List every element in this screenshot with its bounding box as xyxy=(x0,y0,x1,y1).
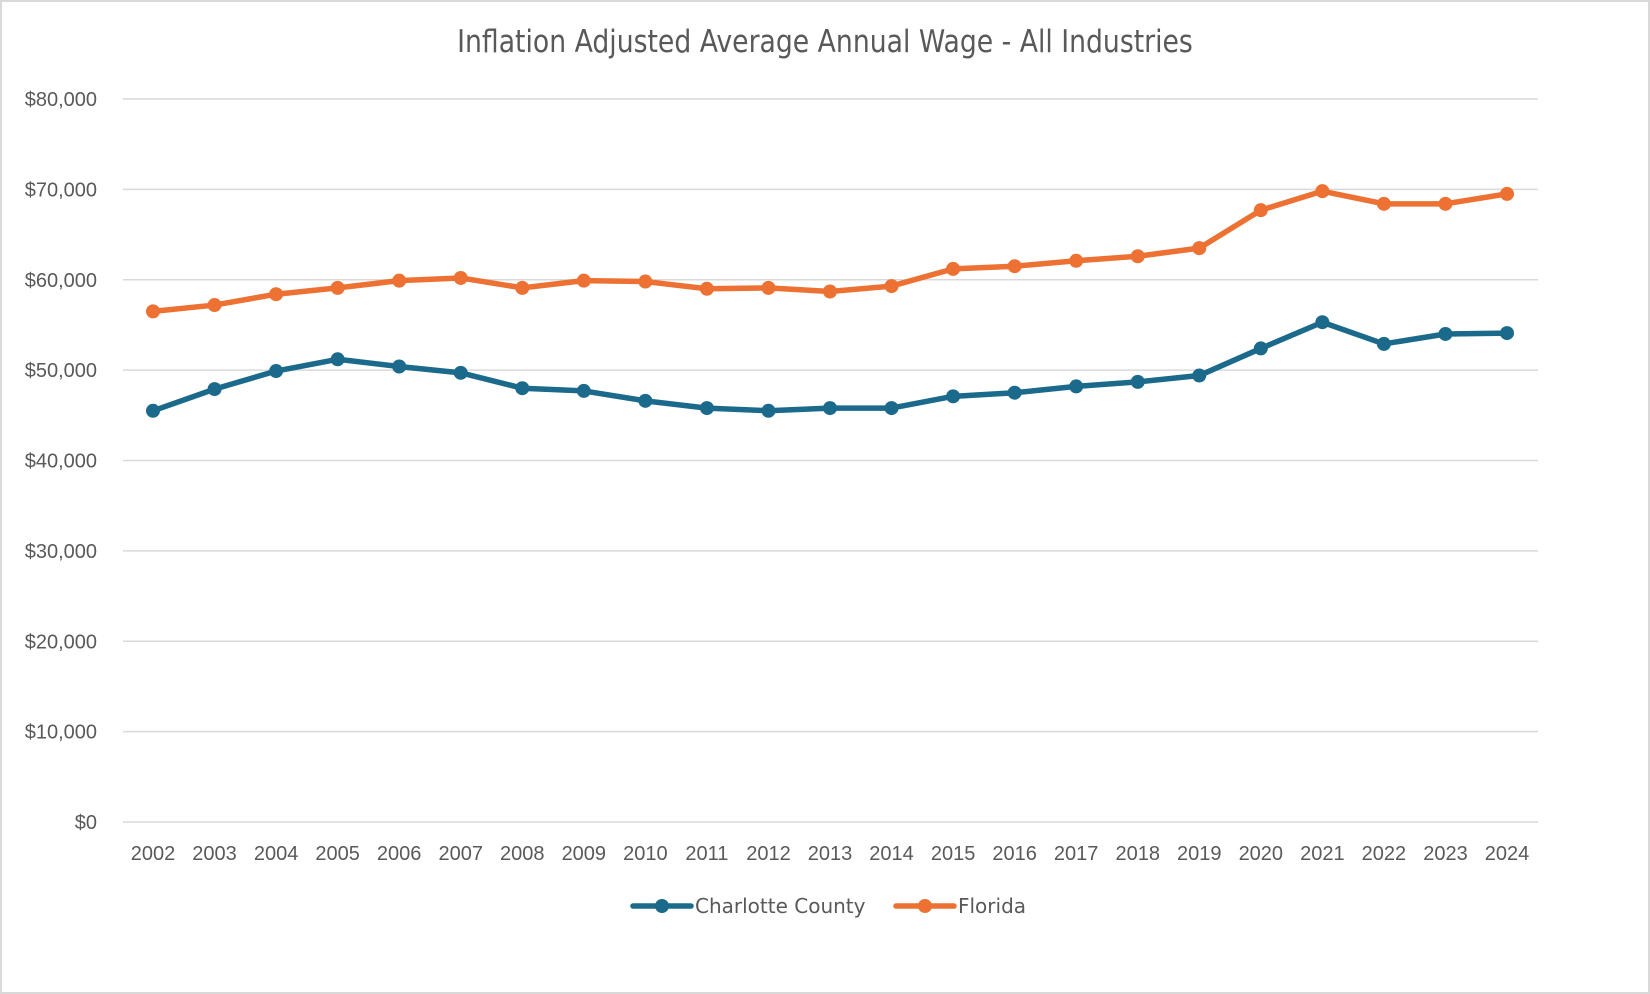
gridlines xyxy=(123,98,1538,823)
data-point xyxy=(330,280,345,295)
data-point xyxy=(1007,385,1022,400)
data-point xyxy=(576,273,591,288)
data-point xyxy=(576,383,591,398)
data-point xyxy=(515,381,530,396)
series-line xyxy=(150,319,1510,414)
y-tick-label: $60,000 xyxy=(25,270,97,292)
data-point xyxy=(1438,326,1453,341)
x-tick-label: 2011 xyxy=(685,843,728,865)
chart-title: Inflation Adjusted Average Annual Wage -… xyxy=(457,24,1193,60)
x-tick-label: 2015 xyxy=(931,843,976,865)
data-point xyxy=(761,403,776,418)
x-tick-label: 2010 xyxy=(623,843,668,865)
x-tick-label: 2021 xyxy=(1300,843,1345,865)
data-point xyxy=(1069,379,1084,394)
data-point xyxy=(207,298,222,313)
legend-label: Charlotte County xyxy=(695,894,866,918)
x-tick-label: 2014 xyxy=(869,843,914,865)
y-tick-label: $70,000 xyxy=(25,179,97,201)
y-tick-label: $50,000 xyxy=(25,360,97,382)
data-point xyxy=(1192,241,1207,256)
x-tick-label: 2022 xyxy=(1362,843,1407,865)
data-point xyxy=(699,401,714,416)
data-point xyxy=(823,284,837,299)
data-point xyxy=(1376,336,1391,351)
data-point xyxy=(330,352,345,367)
y-tick-label: $30,000 xyxy=(25,541,97,563)
x-tick-label: 2013 xyxy=(808,843,853,865)
data-point xyxy=(1007,259,1022,274)
data-point xyxy=(1192,368,1207,383)
data-point xyxy=(1376,196,1391,211)
data-point xyxy=(1130,374,1145,389)
x-tick-label: 2020 xyxy=(1239,843,1284,865)
data-point xyxy=(884,279,899,294)
data-point xyxy=(392,359,407,374)
x-tick-label: 2002 xyxy=(131,843,176,865)
x-tick-label: 2006 xyxy=(377,843,422,865)
data-point xyxy=(146,304,160,319)
y-tick-label: $0 xyxy=(75,812,97,834)
data-point xyxy=(1253,341,1268,356)
data-point xyxy=(269,287,284,302)
x-tick-label: 2012 xyxy=(746,843,791,865)
series-charlotte-county xyxy=(146,315,1514,418)
data-point xyxy=(453,365,468,380)
y-tick-label: $40,000 xyxy=(25,451,97,473)
x-tick-label: 2018 xyxy=(1115,843,1160,865)
data-point xyxy=(1130,249,1145,264)
data-point xyxy=(1315,184,1330,199)
data-point xyxy=(1438,196,1453,211)
data-point xyxy=(638,393,653,408)
data-point xyxy=(1500,326,1514,341)
series-florida xyxy=(146,184,1514,319)
data-point xyxy=(453,270,468,285)
x-tick-label: 2007 xyxy=(438,843,483,865)
legend: Charlotte County Florida xyxy=(630,894,1026,918)
x-tick-label: 2023 xyxy=(1423,843,1468,865)
data-point xyxy=(884,401,899,416)
data-point xyxy=(638,274,653,289)
data-point xyxy=(761,280,776,295)
y-axis-ticks: $0 $10,000 $20,000 $30,000 $40,000 $50,000 $60… xyxy=(25,89,97,834)
data-point xyxy=(699,281,714,296)
y-tick-label: $20,000 xyxy=(25,631,97,653)
legend-item: Florida xyxy=(893,894,1026,918)
data-point xyxy=(946,389,961,404)
legend-marker-icon xyxy=(655,899,669,913)
data-point xyxy=(1253,203,1268,218)
legend-marker-icon xyxy=(918,899,932,913)
data-point xyxy=(207,382,222,397)
legend-item: Charlotte County xyxy=(630,894,866,918)
x-tick-label: 2009 xyxy=(562,843,607,865)
data-point xyxy=(1315,315,1330,330)
data-point xyxy=(946,261,961,276)
data-point xyxy=(269,364,284,379)
x-tick-label: 2016 xyxy=(992,843,1037,865)
y-tick-label: $80,000 xyxy=(25,89,97,111)
x-tick-label: 2017 xyxy=(1054,843,1099,865)
data-point xyxy=(1500,186,1514,201)
x-tick-label: 2024 xyxy=(1485,843,1530,865)
x-tick-label: 2005 xyxy=(315,843,360,865)
legend-label: Florida xyxy=(958,894,1026,918)
data-point xyxy=(392,273,407,288)
data-point xyxy=(823,401,837,416)
x-axis-ticks: 2002 2003 2004 2005 2006 2007 2008 2009 2010 2011… xyxy=(131,843,1530,865)
x-tick-label: 2003 xyxy=(192,843,237,865)
series-group xyxy=(146,184,1514,418)
x-tick-label: 2008 xyxy=(500,843,545,865)
y-tick-label: $10,000 xyxy=(25,722,97,744)
data-point xyxy=(1069,253,1084,268)
data-point xyxy=(515,280,530,295)
x-tick-label: 2004 xyxy=(254,843,299,865)
x-tick-label: 2019 xyxy=(1177,843,1222,865)
data-point xyxy=(146,403,160,418)
